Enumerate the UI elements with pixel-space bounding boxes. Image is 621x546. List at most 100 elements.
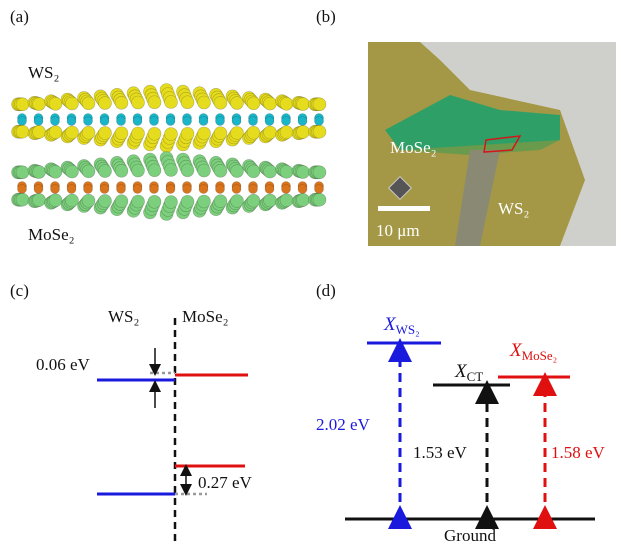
atom [282,117,291,126]
atom [199,117,208,126]
atom [165,164,178,177]
atom [313,98,326,111]
atom [150,117,159,126]
atom [165,96,178,109]
material-label: MoSe₂ [182,307,229,326]
atom [313,125,326,138]
atom [82,194,95,207]
atom [181,195,194,208]
atom [16,166,29,179]
atom [132,127,145,140]
atom [84,117,93,126]
atom [148,96,161,109]
atom [49,97,62,110]
atom [49,126,62,139]
band-diagram: WS₂ MoSe₂ 0.06 eV 0.27 eV [36,307,253,542]
energy-diagram: XWS₂ XCT XMoSe₂ 2.02 eV 1.53 eV 1.58 eV … [316,314,606,545]
panel-label: (d) [316,281,336,300]
panel-label: (c) [10,281,29,300]
atom [198,96,211,109]
figure: (a) (b) (c) (d) WS₂ MoSe₂ MoSe₂ WS₂ 10 μ… [0,0,621,546]
level-subscript: CT [467,369,484,384]
atom [82,97,95,110]
atom [214,127,227,140]
atom [100,117,109,126]
atom [199,185,208,194]
atom [132,195,145,208]
atom [33,193,46,206]
atom [165,196,178,209]
atom [132,96,145,109]
level-subscript: WS₂ [396,322,420,337]
layer-label: MoSe₂ [28,225,75,244]
atom [100,185,109,194]
atom [198,164,211,177]
atom [67,117,76,126]
region-label: WS₂ [498,199,529,218]
atom [115,96,128,109]
atom [313,166,326,179]
atom [181,96,194,109]
atom [313,193,326,206]
atom [66,165,79,178]
atom [247,165,260,178]
atom [183,185,192,194]
atom [265,117,274,126]
atom [16,193,29,206]
level-label: XMoSe₂ [509,340,557,363]
atom [166,185,175,194]
level-subscript: MoSe₂ [522,348,558,363]
atom [115,164,128,177]
atom [280,165,293,178]
material-label: WS₂ [108,307,139,326]
atom [214,164,227,177]
atom [18,117,27,126]
atom [67,185,76,194]
atom [232,185,241,194]
atom [165,128,178,141]
energy-label: 2.02 eV [316,415,371,434]
atom [231,97,244,110]
atom [82,126,95,139]
atom [198,195,211,208]
region-label: MoSe₂ [390,138,437,157]
atom [198,127,211,140]
atom [18,185,27,194]
atom [298,117,307,126]
atom [216,185,225,194]
atom [33,166,46,179]
atom [82,165,95,178]
atom [183,117,192,126]
layer-label: WS₂ [28,63,59,82]
panel-label: (b) [316,7,336,26]
atom [216,117,225,126]
atom [148,164,161,177]
atom [117,185,126,194]
atom [133,117,142,126]
atom [232,117,241,126]
atom [214,195,227,208]
atom [297,98,310,111]
level-label: XCT [454,361,483,384]
atom [51,117,60,126]
atom [280,97,293,110]
atom [264,194,277,207]
energy-label: 1.53 eV [413,443,468,462]
atom [231,194,244,207]
atom [181,127,194,140]
atom [99,126,112,139]
atom [249,117,258,126]
atom [99,165,112,178]
atom [33,125,46,138]
atom [297,125,310,138]
atom [16,98,29,111]
atom [34,117,43,126]
atom [231,126,244,139]
atom [99,194,112,207]
crystal-illustration [12,84,327,221]
scale-bar-label: 10 μm [376,221,420,240]
ground-label: Ground [444,526,496,545]
atom [33,98,46,111]
atom [247,97,260,110]
atom [49,194,62,207]
